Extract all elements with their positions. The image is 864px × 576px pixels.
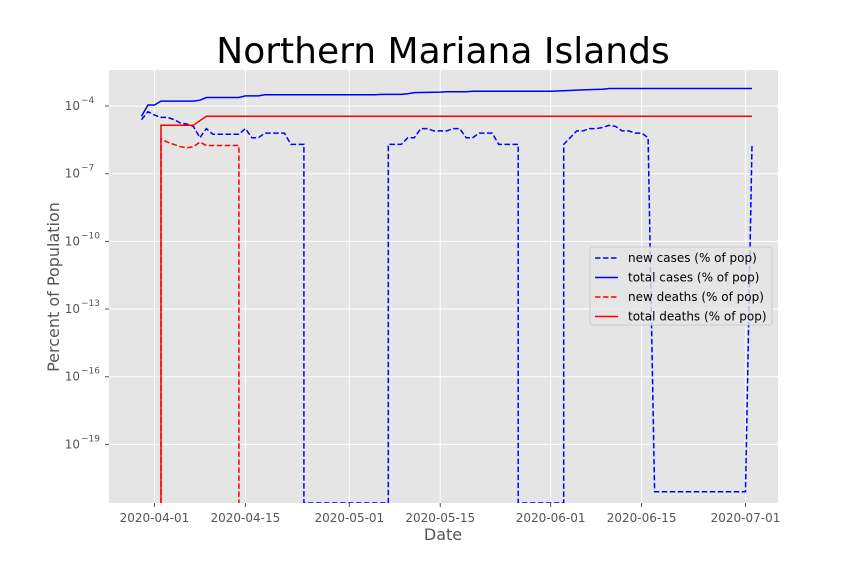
legend: new cases (% of pop) total cases (% of po… (589, 246, 773, 326)
legend-label: total cases (% of pop) (628, 271, 759, 285)
x-axis-ticks: 2020-04-01 2020-04-15 2020-05-01 2020-05-15… (120, 503, 781, 525)
y-tick-exponent: −13 (81, 299, 100, 309)
x-tick-label: 2020-04-15 (211, 511, 281, 525)
y-tick-label: 10 (65, 167, 80, 181)
y-tick-label: 10 (65, 302, 80, 316)
y-tick-label: 10 (65, 370, 80, 384)
y-tick-label: 10 (65, 234, 80, 248)
legend-label: new deaths (% of pop) (628, 290, 764, 304)
series-layer (140, 87, 753, 503)
y-axis-label: Percent of Population (44, 202, 63, 372)
legend-box (589, 246, 773, 326)
x-tick-label: 2020-05-01 (314, 511, 384, 525)
x-tick-label: 2020-04-01 (120, 511, 190, 525)
series-line-1 (140, 87, 752, 117)
x-tick-label: 2020-07-01 (711, 511, 781, 525)
y-tick-exponent: −7 (81, 164, 94, 174)
x-tick-label: 2020-05-15 (405, 511, 475, 525)
series-line-2 (160, 137, 240, 503)
x-tick-label: 2020-06-15 (607, 511, 677, 525)
x-axis-label: Date (424, 525, 462, 544)
legend-label: new cases (% of pop) (628, 251, 757, 265)
y-tick-exponent: −10 (81, 231, 100, 241)
y-tick-exponent: −19 (81, 434, 100, 444)
y-tick-label: 10 (65, 437, 80, 451)
chart-title: Northern Mariana Islands (216, 31, 669, 72)
series-line-0 (140, 110, 753, 503)
y-tick-label: 10 (65, 99, 80, 113)
y-tick-exponent: −16 (81, 367, 100, 377)
series-line-3 (160, 115, 752, 503)
x-tick-label: 2020-06-01 (516, 511, 586, 525)
legend-label: total deaths (% of pop) (628, 310, 767, 324)
y-tick-exponent: −4 (81, 96, 95, 106)
